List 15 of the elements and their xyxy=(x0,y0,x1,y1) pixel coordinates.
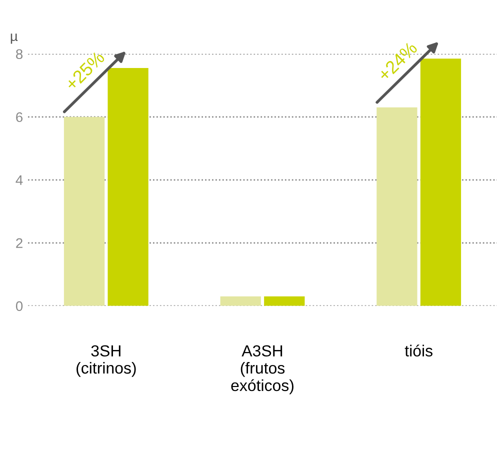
x-tick-label: A3SH (frutos exóticos) xyxy=(231,345,294,394)
bar xyxy=(420,58,462,306)
y-axis-title: µ xyxy=(10,34,18,44)
x-tick-label: tióis xyxy=(404,344,432,357)
bar xyxy=(220,296,261,306)
x-tick-label: 3SH (citrinos) xyxy=(76,345,136,377)
y-tick-label: 2 xyxy=(16,238,22,248)
bar xyxy=(64,116,105,306)
y-tick-label: 6 xyxy=(16,112,23,122)
y-tick-label: 0 xyxy=(16,301,23,312)
bar xyxy=(264,296,305,306)
bar xyxy=(108,68,148,306)
bar xyxy=(376,107,418,306)
y-tick-label: 4 xyxy=(16,175,23,185)
y-tick-label: 8 xyxy=(16,49,23,60)
